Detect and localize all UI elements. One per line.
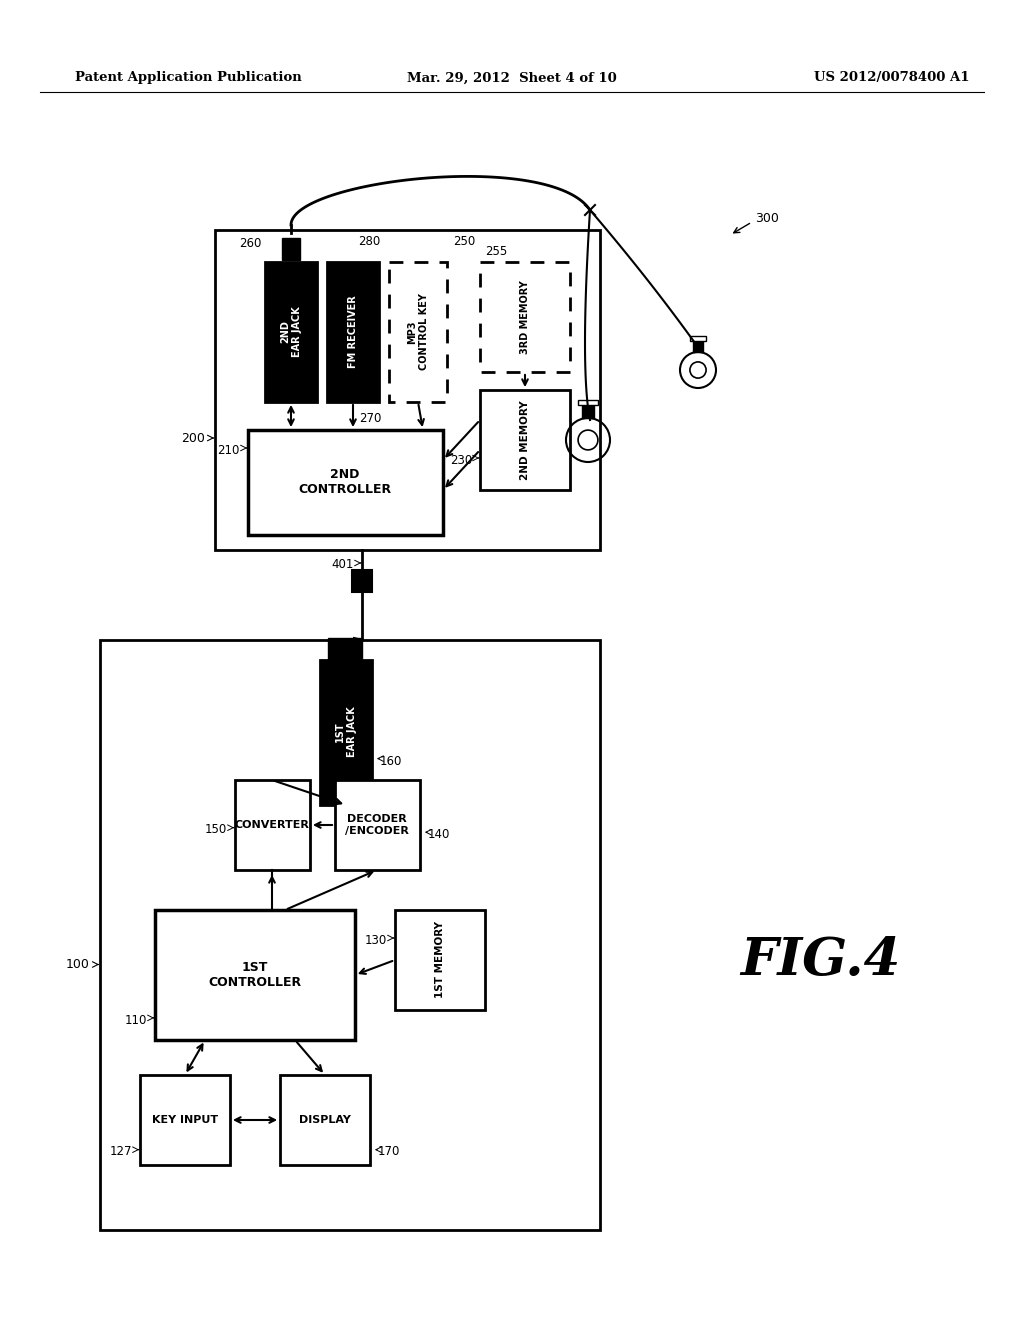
Text: 127: 127 — [110, 1144, 132, 1158]
Text: 210: 210 — [218, 444, 240, 457]
Text: 2ND MEMORY: 2ND MEMORY — [520, 400, 530, 479]
Text: MP3
CONTROL KEY: MP3 CONTROL KEY — [408, 293, 429, 371]
Bar — [690, 337, 706, 341]
Bar — [693, 341, 703, 352]
Text: 170: 170 — [378, 1144, 400, 1158]
Text: 401: 401 — [332, 558, 354, 572]
Text: DISPLAY: DISPLAY — [299, 1115, 351, 1125]
Text: 1ST
EAR JACK: 1ST EAR JACK — [335, 706, 356, 758]
Bar — [319, 660, 372, 805]
Text: 130: 130 — [365, 933, 387, 946]
Text: FIG.4: FIG.4 — [739, 935, 900, 986]
Text: 1ST
CONTROLLER: 1ST CONTROLLER — [209, 961, 301, 989]
Text: Patent Application Publication: Patent Application Publication — [75, 71, 302, 84]
Text: 110: 110 — [125, 1014, 147, 1027]
Text: FM RECEIVER: FM RECEIVER — [348, 296, 358, 368]
Bar — [265, 261, 317, 403]
Bar — [140, 1074, 230, 1166]
Bar — [328, 638, 362, 660]
Bar — [582, 404, 594, 418]
Text: 255: 255 — [485, 246, 507, 257]
Text: 140: 140 — [428, 828, 451, 841]
Text: 230: 230 — [450, 454, 472, 466]
Text: 1ST MEMORY: 1ST MEMORY — [435, 921, 445, 998]
Text: 280: 280 — [358, 235, 380, 248]
Bar — [282, 238, 300, 260]
Text: 300: 300 — [755, 211, 779, 224]
Bar — [395, 909, 485, 1010]
Text: 100: 100 — [67, 958, 90, 972]
Bar — [100, 640, 600, 1230]
Bar — [280, 1074, 370, 1166]
Text: CONVERTER: CONVERTER — [234, 820, 309, 830]
Text: 250: 250 — [453, 235, 475, 248]
Text: Mar. 29, 2012  Sheet 4 of 10: Mar. 29, 2012 Sheet 4 of 10 — [408, 71, 616, 84]
Text: 2ND
CONTROLLER: 2ND CONTROLLER — [298, 469, 391, 496]
Text: 260: 260 — [240, 238, 262, 249]
Bar — [335, 780, 420, 870]
Text: 150: 150 — [205, 822, 227, 836]
Bar — [215, 230, 600, 550]
Bar — [155, 909, 355, 1040]
Bar — [234, 780, 310, 870]
Text: 160: 160 — [380, 755, 402, 768]
Bar — [248, 430, 443, 535]
Text: 2ND
EAR JACK: 2ND EAR JACK — [281, 306, 302, 358]
Text: 200: 200 — [181, 432, 205, 445]
Text: US 2012/0078400 A1: US 2012/0078400 A1 — [813, 71, 969, 84]
Bar — [352, 570, 372, 591]
Bar — [480, 261, 570, 372]
Text: 3RD MEMORY: 3RD MEMORY — [520, 280, 530, 354]
Text: KEY INPUT: KEY INPUT — [152, 1115, 218, 1125]
Bar — [578, 400, 598, 405]
Bar — [480, 389, 570, 490]
Bar — [327, 261, 379, 403]
Text: 270: 270 — [358, 412, 381, 425]
Text: DECODER
/ENCODER: DECODER /ENCODER — [345, 814, 409, 836]
Bar — [389, 261, 447, 403]
